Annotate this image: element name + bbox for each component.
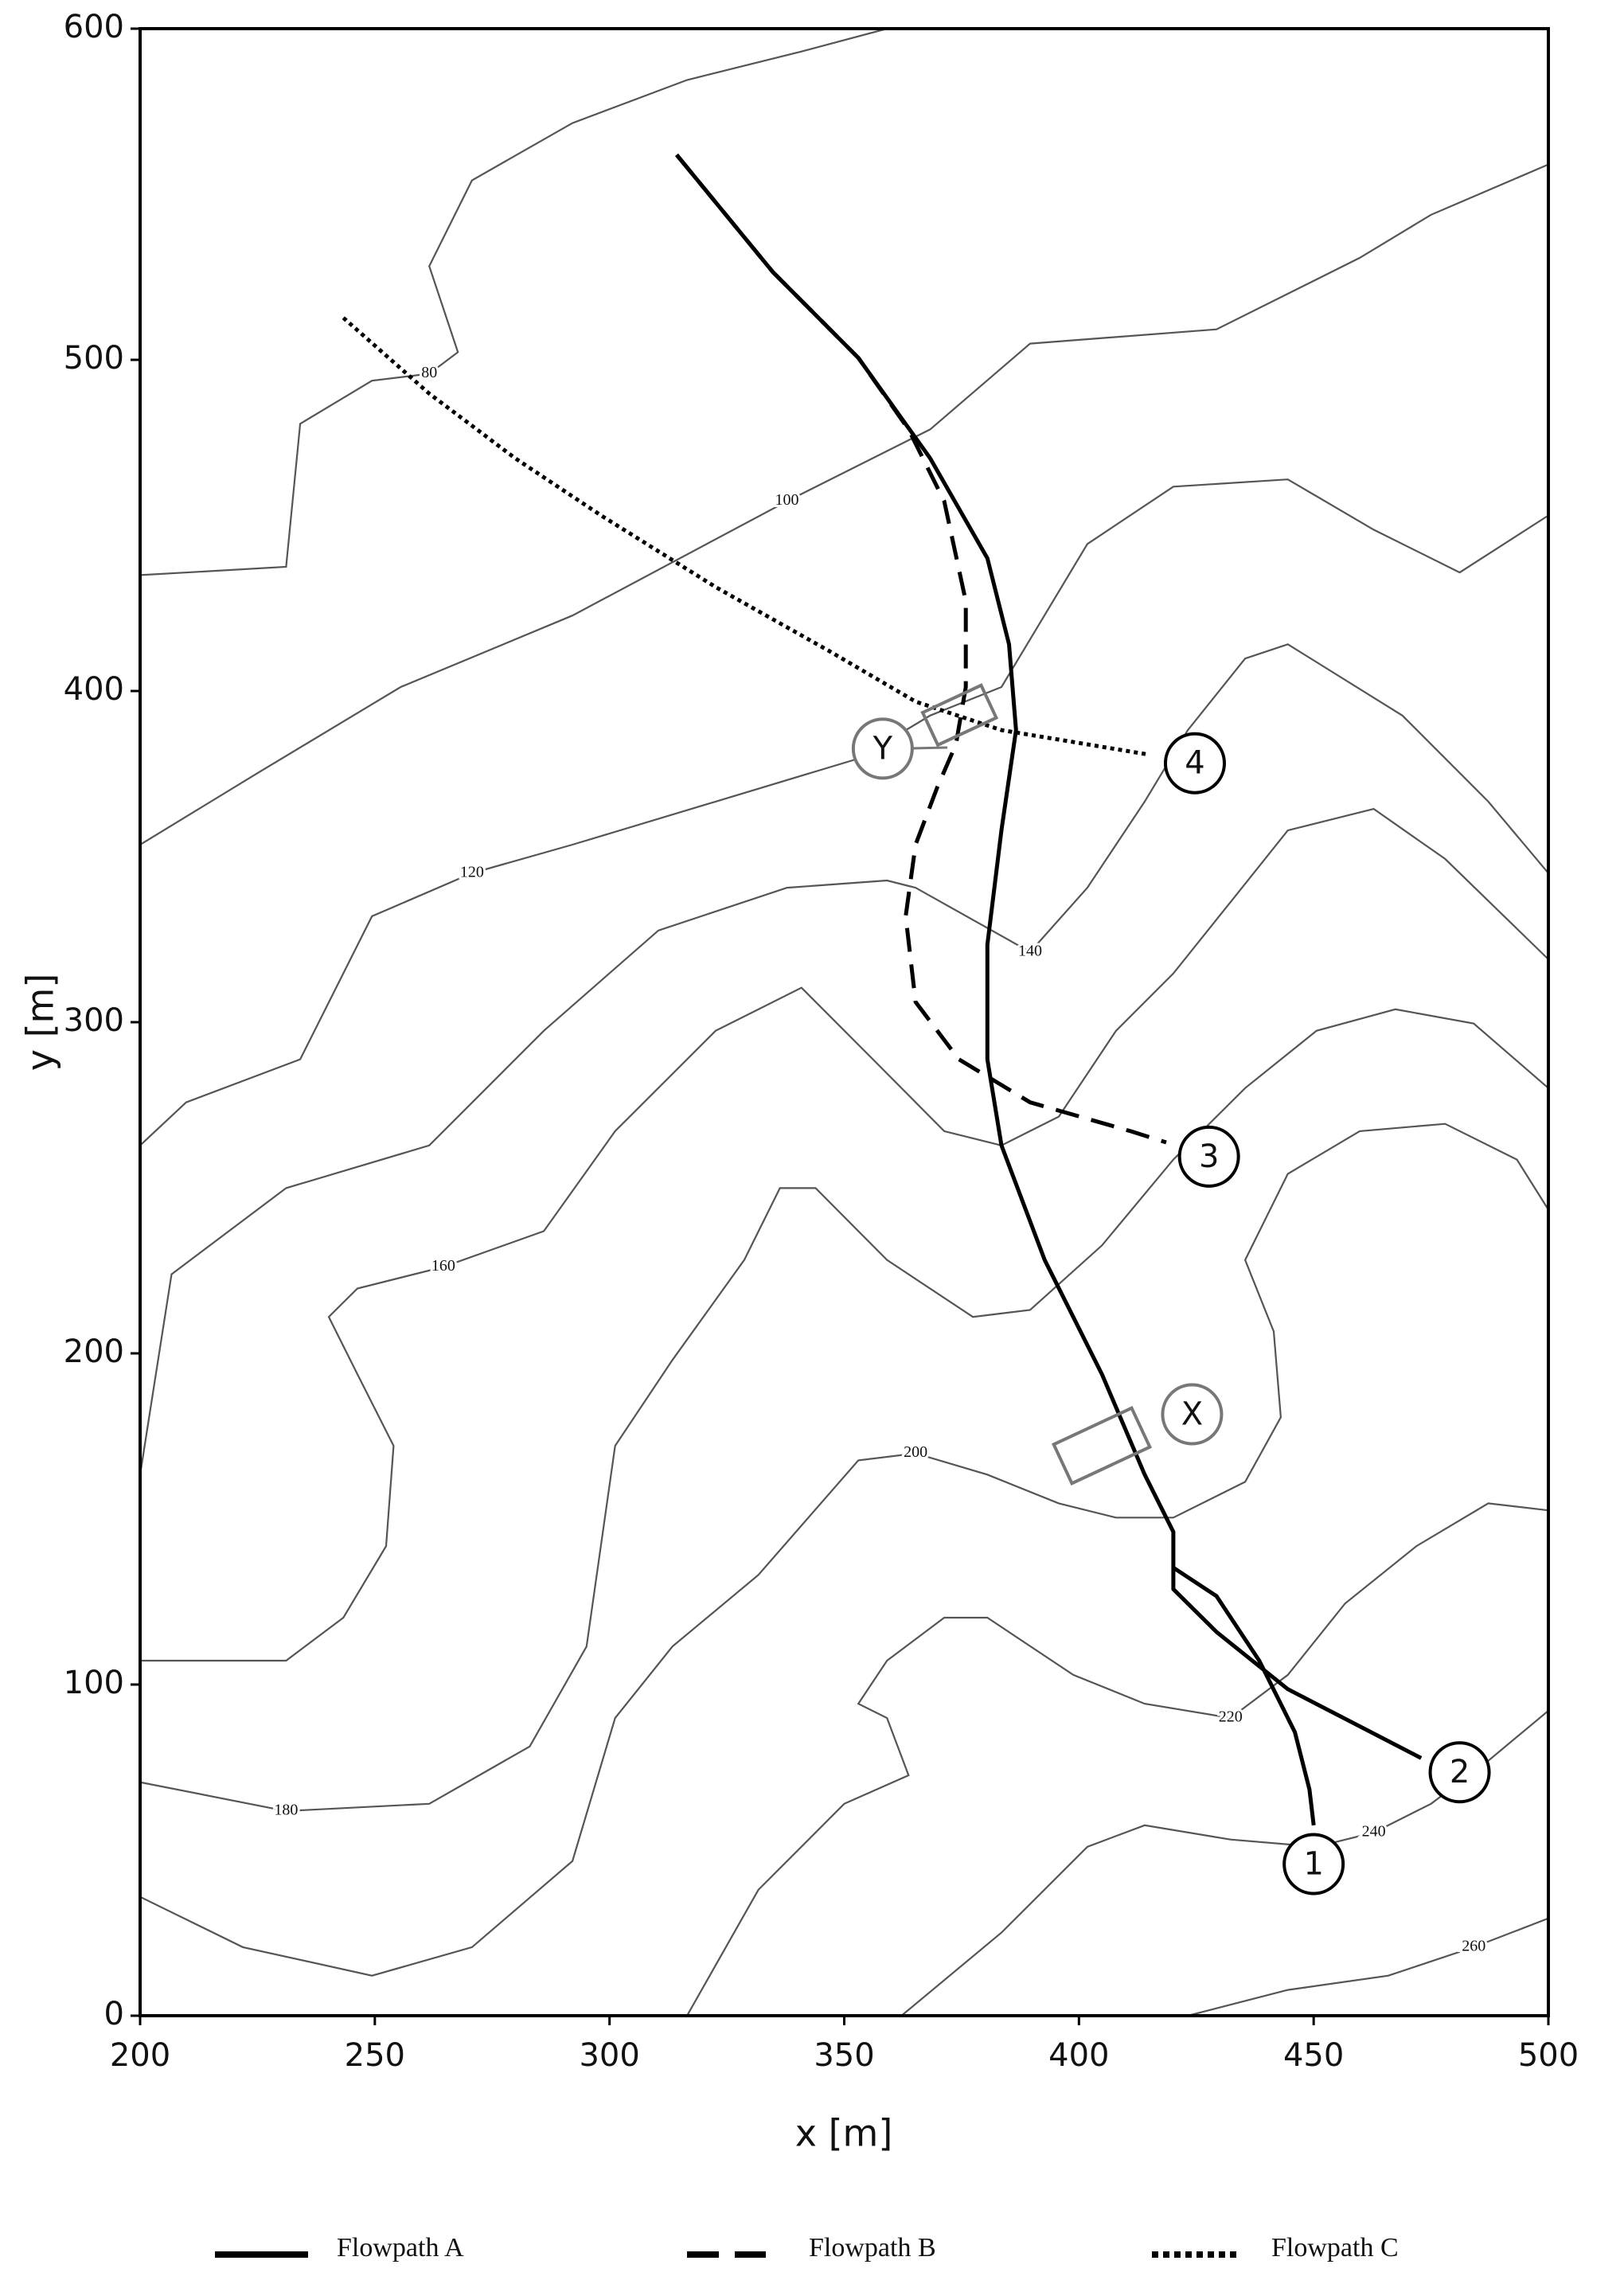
y-tick-label: 0 bbox=[104, 1996, 124, 2032]
annotation-circle bbox=[1163, 732, 1226, 795]
x-tick-label: 350 bbox=[814, 2037, 874, 2074]
y-tick-label: 100 bbox=[64, 1665, 124, 1701]
y-tick-label: 600 bbox=[64, 9, 124, 45]
annotation-label: 1 bbox=[1303, 1845, 1323, 1882]
x-tick-label: 500 bbox=[1518, 2037, 1579, 2074]
annotation-circle bbox=[1177, 1125, 1240, 1188]
contour-line bbox=[686, 1502, 1548, 2016]
annotation-label: 4 bbox=[1185, 745, 1204, 782]
annotation-circle bbox=[851, 717, 914, 780]
contour-label: 80 bbox=[421, 364, 437, 381]
contour-label: 200 bbox=[904, 1443, 927, 1461]
x-tick-label: 300 bbox=[579, 2037, 639, 2074]
annotation-circle bbox=[1161, 1383, 1224, 1446]
contour-line bbox=[140, 163, 1548, 845]
x-tick-label: 400 bbox=[1048, 2037, 1109, 2074]
annotation-label: Y bbox=[873, 730, 893, 767]
annotation-label: X bbox=[1181, 1396, 1203, 1433]
contour-line bbox=[140, 29, 888, 576]
x-tick-label: 450 bbox=[1283, 2037, 1344, 2074]
legend-label: Flowpath A bbox=[337, 2233, 464, 2263]
structure-rect bbox=[920, 683, 999, 748]
x-axis-title: x [m] bbox=[795, 2112, 893, 2155]
legend-label: Flowpath C bbox=[1271, 2233, 1399, 2263]
y-tick-label: 200 bbox=[64, 1333, 124, 1370]
y-tick-label: 500 bbox=[64, 340, 124, 377]
contour-label: 160 bbox=[431, 1257, 455, 1275]
y-tick-label: 300 bbox=[64, 1002, 124, 1039]
flowpath-line bbox=[342, 316, 1150, 757]
x-tick-label: 250 bbox=[345, 2037, 405, 2074]
annotation-label: 3 bbox=[1199, 1138, 1219, 1175]
annotation-label: 2 bbox=[1450, 1754, 1470, 1790]
contour-label: 260 bbox=[1462, 1937, 1485, 1954]
contour-label: 140 bbox=[1018, 942, 1042, 959]
plot-frame bbox=[139, 27, 1550, 2017]
contour-label: 180 bbox=[274, 1802, 298, 1819]
annotation-circle bbox=[1282, 1833, 1345, 1896]
contour-label: 100 bbox=[775, 491, 799, 509]
contour-line bbox=[140, 1008, 1548, 1813]
legend-label: Flowpath B bbox=[809, 2233, 936, 2263]
x-tick-label: 200 bbox=[110, 2037, 170, 2074]
y-tick-label: 400 bbox=[64, 671, 124, 708]
plot-area: 80 100 120 140 160 180 200 220 240 260 bbox=[140, 29, 1548, 2016]
contour-line bbox=[140, 1122, 1548, 1977]
contour-label: 220 bbox=[1219, 1708, 1243, 1726]
flowpath-line bbox=[675, 153, 1423, 1826]
structures bbox=[911, 683, 1153, 1486]
contour-label: 120 bbox=[460, 863, 484, 880]
y-axis-title: y [m] bbox=[19, 974, 62, 1072]
contour-line bbox=[140, 807, 1548, 1662]
contour-label: 240 bbox=[1362, 1823, 1386, 1841]
annotation-circle bbox=[1428, 1741, 1491, 1804]
structure-rect bbox=[1051, 1406, 1153, 1486]
contour-line bbox=[140, 643, 1548, 1475]
contour-line bbox=[1187, 1917, 1548, 2016]
